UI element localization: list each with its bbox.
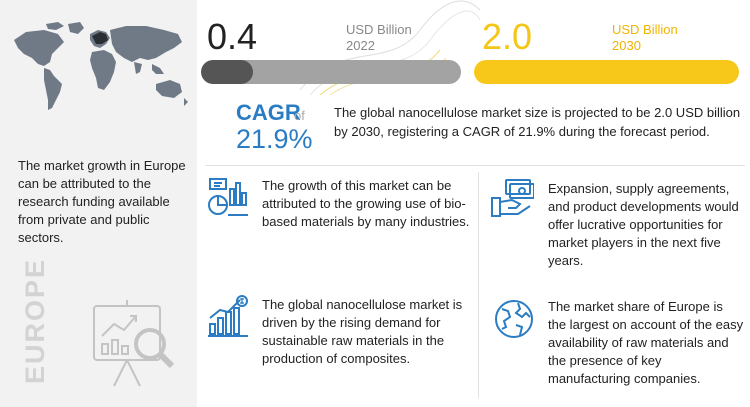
region-panel: The market growth in Europe can be attri… — [0, 0, 197, 407]
market-unit-2030: USD Billion — [612, 22, 678, 37]
market-summary: The global nanocellulose market size is … — [334, 105, 741, 139]
presentation-board-icon — [93, 300, 175, 387]
market-unit-2022: USD Billion — [346, 22, 412, 37]
region-label: EUROPE — [20, 257, 50, 384]
globe-icon — [495, 300, 533, 338]
divider-horizontal — [205, 165, 745, 166]
insight-text-4: The market share of Europe is the larges… — [548, 299, 744, 386]
market-value-2030: 2.0 — [482, 16, 533, 57]
market-value-2022: 0.4 — [207, 16, 258, 57]
cagr-of-label: of — [294, 108, 305, 123]
region-growth-text: The market growth in Europe can be attri… — [18, 158, 186, 245]
insight-text-3: The global nanocellulose market is drive… — [262, 297, 463, 366]
market-year-2022: 2022 — [346, 38, 375, 53]
insight-text-2: Expansion, supply agreements, and produc… — [548, 181, 739, 268]
analytics-chart-icon — [208, 178, 248, 216]
cagr-label: CAGR — [236, 100, 301, 125]
market-bar-2030 — [474, 60, 739, 84]
market-bar-2022-fill — [201, 60, 253, 84]
insight-text-1: The growth of this market can be attribu… — [262, 178, 470, 229]
money-hand-icon — [491, 179, 534, 217]
market-year-2030: 2030 — [612, 38, 641, 53]
cagr-value: 21.9% — [236, 124, 313, 154]
growth-bars-dollar-icon — [208, 295, 248, 337]
divider-vertical — [478, 172, 479, 398]
world-map-icon — [14, 22, 188, 110]
market-bar-2030-fill — [474, 60, 739, 84]
market-bar-2022 — [201, 60, 461, 84]
